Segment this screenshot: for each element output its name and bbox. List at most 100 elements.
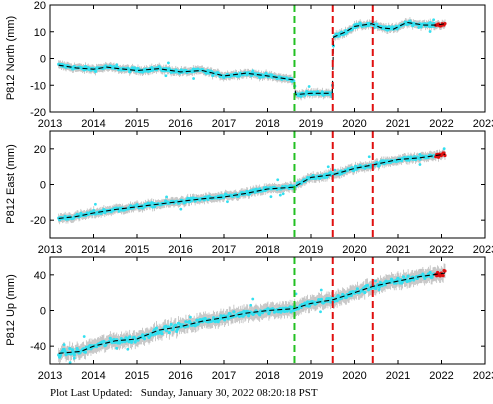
last-updated-footer: Plot Last Updated: Sunday, January 30, 2… xyxy=(50,387,318,399)
north-outlier-point xyxy=(192,77,195,80)
north-outlier-point xyxy=(432,21,436,25)
north-y-tick-label: -10 xyxy=(30,80,46,92)
up-data-point xyxy=(110,341,114,345)
north-outlier-point xyxy=(307,85,311,88)
up-outlier-point xyxy=(126,347,130,351)
north-x-tick-label: 2020 xyxy=(342,118,366,130)
east-x-tick-label: 2017 xyxy=(212,244,236,256)
east-outlier-point xyxy=(281,185,284,188)
north-data-point xyxy=(93,69,98,73)
east-x-tick-label: 2013 xyxy=(38,244,62,256)
up-data-point xyxy=(428,270,432,275)
up-data-point xyxy=(102,339,106,344)
up-data-point xyxy=(167,330,171,335)
east-y-tick-label: 20 xyxy=(34,144,46,156)
east-outlier-point xyxy=(367,155,371,159)
up-recent-point xyxy=(443,269,447,273)
east-data-point xyxy=(206,197,210,202)
up-data-point xyxy=(68,346,72,351)
east-data-point xyxy=(311,174,315,178)
up-outlier-point xyxy=(377,288,381,292)
east-outlier-point xyxy=(278,193,282,197)
east-x-tick-label: 2016 xyxy=(168,244,192,256)
up-data-point xyxy=(266,307,270,311)
up-data-point xyxy=(282,309,287,314)
north-data-point xyxy=(320,90,324,94)
north-x-tick-label: 2019 xyxy=(299,118,323,130)
east-outlier-point xyxy=(269,195,273,199)
up-data-point xyxy=(195,318,199,322)
up-outlier-point xyxy=(374,279,377,283)
up-data-point xyxy=(394,281,398,285)
up-data-point xyxy=(58,353,63,357)
up-outlier-point xyxy=(68,361,72,364)
east-outlier-point xyxy=(165,195,168,199)
up-data-point xyxy=(154,326,159,330)
north-x-tick-label: 2022 xyxy=(429,118,453,130)
north-data-point xyxy=(299,94,303,98)
east-data-point xyxy=(418,157,422,161)
north-x-tick-label: 2015 xyxy=(125,118,149,130)
up-recent-point xyxy=(441,274,445,278)
east-x-tick-label: 2021 xyxy=(386,244,410,256)
up-x-tick-label: 2019 xyxy=(299,370,323,382)
east-y-tick-label: -20 xyxy=(30,215,46,227)
up-outlier-point xyxy=(62,343,66,347)
up-x-tick-label: 2013 xyxy=(38,370,62,382)
up-data-point xyxy=(203,316,207,321)
up-outlier-point xyxy=(249,303,253,307)
up-data-point xyxy=(365,283,370,288)
up-outlier-point xyxy=(319,310,322,314)
up-data-point xyxy=(247,314,251,318)
up-data-point xyxy=(174,323,178,327)
east-x-tick-label: 2019 xyxy=(299,244,323,256)
north-y-tick-label: 10 xyxy=(34,27,46,39)
east-data-point xyxy=(92,209,96,213)
up-data-point xyxy=(176,327,180,331)
up-data-point xyxy=(290,305,294,309)
north-outlier-point xyxy=(164,74,168,78)
north-data-point xyxy=(211,73,215,78)
north-x-tick-label: 2018 xyxy=(255,118,279,130)
north-outlier-point xyxy=(115,63,119,67)
north-x-tick-label: 2016 xyxy=(168,118,192,130)
up-panel: P812 Up (mm) 2013 2014 2015 2016 2017 2018 201… xyxy=(5,256,493,382)
up-outlier-point xyxy=(72,356,76,360)
east-outlier-point xyxy=(418,152,422,156)
north-panel: P812 North (mm) 2013 2014 2015 2016 2017 2018… xyxy=(5,0,493,130)
up-x-tick-label: 2022 xyxy=(429,370,453,382)
north-outlier-point xyxy=(205,72,208,75)
north-x-tick-label: 2013 xyxy=(38,118,62,130)
up-data-point xyxy=(140,333,145,337)
east-outlier-point xyxy=(276,178,280,182)
east-outlier-point xyxy=(442,147,446,151)
north-outlier-point xyxy=(432,18,436,22)
up-data-point xyxy=(307,304,312,308)
up-data-point xyxy=(232,310,236,314)
up-outlier-point xyxy=(319,288,323,292)
east-y-tick-label: 0 xyxy=(40,180,46,192)
up-data-point xyxy=(222,314,226,318)
up-outlier-point xyxy=(71,350,75,354)
east-plot-frame xyxy=(49,130,486,239)
east-data-points xyxy=(57,147,446,222)
up-data-point xyxy=(151,333,155,337)
north-y-tick-label: -20 xyxy=(30,107,46,119)
up-data-point xyxy=(164,329,169,333)
up-trend-line xyxy=(58,272,446,354)
east-x-tick-label: 2014 xyxy=(81,244,105,256)
north-x-tick-label: 2014 xyxy=(81,118,105,130)
east-outlier-point xyxy=(93,202,97,206)
up-x-tick-label: 2020 xyxy=(342,370,366,382)
last-updated-label: Plot Last Updated: xyxy=(50,387,133,399)
east-data-point xyxy=(253,190,257,194)
north-data-point xyxy=(83,64,88,69)
east-outlier-point xyxy=(333,168,337,172)
up-x-tick-label: 2018 xyxy=(255,370,279,382)
north-outlier-point xyxy=(417,26,421,29)
last-updated-timestamp: Sunday, January 30, 2022 08:20:18 PST xyxy=(140,387,318,399)
east-data-point xyxy=(186,196,190,200)
east-data-point xyxy=(329,170,333,174)
up-data-point xyxy=(160,331,164,336)
